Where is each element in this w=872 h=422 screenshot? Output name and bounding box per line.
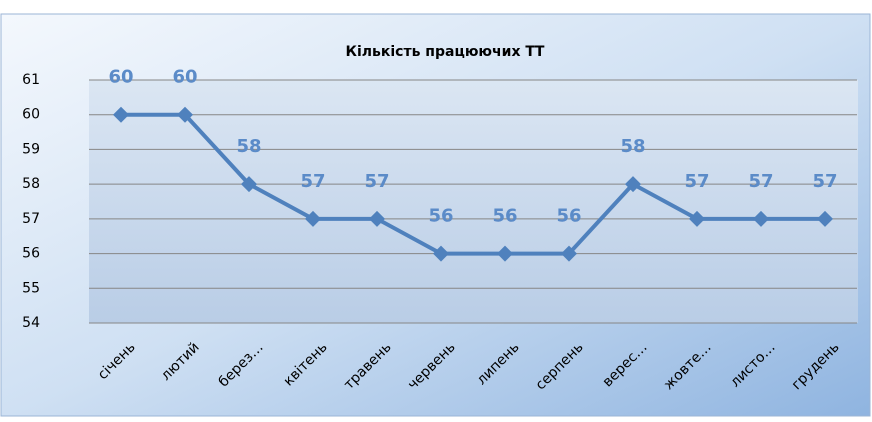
data-point [497, 245, 513, 262]
y-tick-label: 54 [22, 315, 40, 331]
chart-title: Кількість працюючих ТТ [346, 44, 545, 60]
data-label: 57 [748, 171, 773, 192]
data-label: 56 [492, 206, 517, 227]
data-point [689, 210, 705, 227]
data-point [817, 210, 833, 227]
data-point [625, 176, 641, 193]
data-label: 58 [236, 136, 261, 157]
data-label: 58 [620, 136, 645, 157]
series-line [121, 112, 825, 256]
data-point [369, 210, 385, 227]
data-label: 57 [300, 171, 325, 192]
data-point [753, 210, 769, 227]
plot-area [89, 80, 858, 323]
y-tick-label: 61 [22, 72, 40, 88]
data-point [561, 245, 577, 262]
data-label: 57 [364, 171, 389, 192]
data-label: 56 [556, 206, 581, 227]
y-tick-label: 60 [22, 107, 40, 123]
y-tick-label: 55 [22, 280, 40, 296]
data-point [433, 245, 449, 262]
y-tick-label: 59 [22, 141, 40, 157]
data-label: 60 [108, 67, 133, 88]
data-label: 56 [428, 206, 453, 227]
data-point [177, 106, 193, 123]
y-tick-label: 57 [22, 211, 40, 227]
data-label: 57 [684, 171, 709, 192]
data-point [241, 176, 257, 193]
data-label: 60 [172, 67, 197, 88]
y-tick-label: 58 [22, 176, 40, 192]
y-tick-label: 56 [22, 246, 40, 262]
data-label: 57 [812, 171, 837, 192]
data-point [305, 210, 321, 227]
data-point [113, 106, 129, 123]
